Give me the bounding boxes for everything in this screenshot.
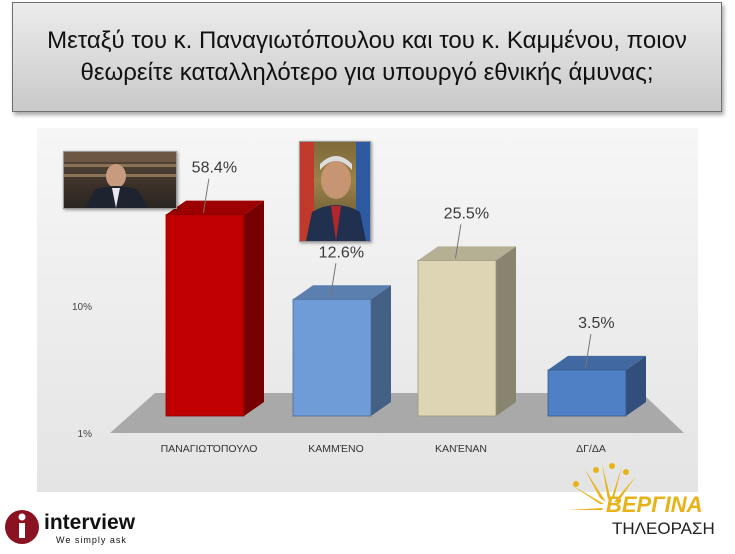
x-tick-label: ΔΓ/ΔΑ: [576, 443, 606, 455]
vergina-subtitle: ΤΗΛΕΟΡΑΣΗ: [612, 519, 715, 538]
bar: [292, 285, 391, 417]
data-label-leader: [584, 333, 592, 368]
vergina-tv-logo: ΒΕΡΓΙΝΑ ΤΗΛΕΟΡΑΣΗ: [566, 462, 726, 546]
interview-tagline: We simply ask: [56, 535, 127, 545]
bar-side: [496, 246, 516, 416]
data-label: 12.6%: [319, 244, 364, 261]
bar-top: [418, 246, 516, 261]
bar: [165, 200, 264, 417]
bar-front: [292, 298, 372, 417]
data-label: 3.5%: [578, 315, 614, 332]
data-label-leader: [202, 178, 210, 213]
y-tick-label: 10%: [72, 302, 92, 313]
bar-side: [244, 200, 264, 416]
bar-front: [165, 214, 245, 417]
chart-title: Μεταξύ του κ. Παναγιωτόπουλου και του κ.…: [47, 27, 687, 86]
data-label: 58.4%: [192, 160, 237, 177]
panagiotopoulos-photo: [63, 151, 177, 209]
x-tick-label: ΚΑΜΜΈΝΟ: [308, 443, 363, 455]
bar-top: [548, 355, 646, 370]
bar-side: [371, 285, 391, 416]
bar: [547, 355, 646, 417]
bar-top: [166, 200, 264, 215]
y-tick-label: 1%: [78, 429, 93, 440]
title-box: Μεταξύ του κ. Παναγιωτόπουλου και του κ.…: [12, 2, 722, 112]
bar: [417, 246, 516, 417]
x-tick-label: ΠΑΝΑΓΙΩΤΌΠΟΥΛΟ: [161, 443, 258, 455]
data-label: 25.5%: [444, 205, 489, 222]
interview-name: interview: [44, 511, 136, 534]
kammenos-photo: [299, 141, 371, 242]
interview-logo: interview We simply ask: [4, 505, 164, 549]
bar-front: [547, 369, 627, 417]
bar-side: [626, 355, 646, 416]
bar-top: [293, 285, 391, 300]
vergina-name: ΒΕΡΓΙΝΑ: [606, 492, 703, 517]
x-tick-label: ΚΑΝΈΝΑΝ: [435, 443, 487, 455]
bar-front: [417, 259, 497, 417]
vergina-sun-icon: [568, 463, 636, 510]
data-label-leader: [454, 224, 462, 259]
data-label-leader: [329, 263, 337, 298]
